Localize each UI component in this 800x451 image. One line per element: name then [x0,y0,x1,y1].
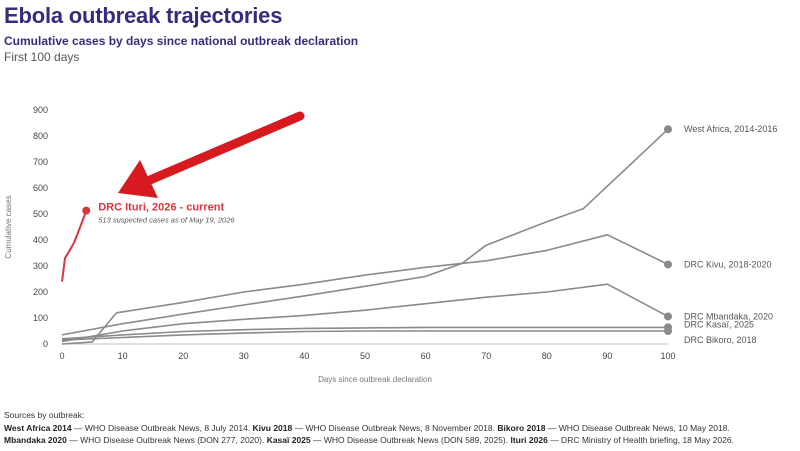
source-text: — WHO Disease Outbreak News, 8 July 2014… [73,422,251,433]
y-tick-label: 800 [33,131,48,141]
annotation-label: DRC Ituri, 2026 - current [98,202,224,214]
y-tick-label: 0 [43,339,48,349]
source-text: — WHO Disease Outbreak News, 10 May 2018… [547,422,730,433]
sources-label: Sources by outbreak: [4,410,85,420]
series-label: DRC Kivu, 2018-2020 [684,259,772,269]
series-label: DRC Mbandaka, 2020 [684,311,773,321]
x-tick-label: 70 [481,351,491,361]
sources-line-2: Mbandaka 2020 — WHO Disease Outbreak New… [4,434,796,447]
source-name: Mbandaka 2020 [4,435,67,445]
x-axis-title: Days since outbreak declaration [318,375,432,384]
line-chart: 0 100 200 300 400 500 600 700 800 900 0 10 20 30 40 50 6… [4,105,777,384]
source-name: Kivu 2018 [252,422,293,433]
sources-line-1: West Africa 2014 — WHO Disease Outbreak … [4,422,796,435]
series-endpoint [664,260,672,269]
series-endpoint [664,125,672,134]
arrow-head [118,160,158,198]
y-tick-label: 100 [33,313,48,323]
series-label: DRC Bikoro, 2018 [684,335,757,345]
source-name: Kasaï 2025 [266,435,311,445]
series-endpoint [664,327,672,335]
y-tick-label: 400 [33,235,48,245]
source-name: West Africa 2014 [4,422,72,433]
x-tick-label: 60 [421,351,431,361]
y-tick-label: 200 [33,287,48,297]
source-name: Ituri 2026 [510,435,548,445]
series-label: DRC Kasaï, 2025 [684,319,754,329]
y-tick-label: 500 [33,209,48,219]
series-endpoint [664,312,672,321]
y-tick-label: 600 [33,183,48,193]
source-text: — WHO Disease Outbreak News, 8 November … [294,422,495,433]
series-line [61,330,668,341]
x-tick-label: 10 [118,351,128,361]
chart-subtitle: Cumulative cases by days since national … [4,34,359,48]
source-text: — WHO Disease Outbreak News (DON 589, 20… [313,435,509,445]
y-tick-label: 300 [33,261,48,271]
chart-title: Ebola outbreak trajectories [4,3,283,28]
series-line [61,326,668,340]
series-line [61,234,669,345]
x-tick-label: 100 [660,351,675,361]
y-tick-label: 900 [33,105,48,115]
y-tick-label: 700 [33,157,48,167]
x-tick-label: 50 [360,351,370,361]
series-line-ituri [61,210,88,282]
source-text: — DRC Ministry of Health briefing, 18 Ma… [550,435,734,445]
series-endpoint-ituri [82,206,91,215]
annotation-text: 513 suspected cases as of May 19, 2026 [98,216,235,225]
x-tick-label: 0 [59,351,64,361]
series-line [61,283,669,343]
y-axis-title: Cumulative cases [4,195,13,258]
x-tick-label: 90 [602,351,612,361]
series-label: West Africa, 2014-2016 [684,124,777,134]
x-tick-label: 30 [239,351,249,361]
source-name: Bikoro 2018 [497,422,546,433]
chart-note: First 100 days [4,50,80,64]
series-line [61,128,669,336]
x-tick-label: 20 [178,351,188,361]
x-tick-label: 80 [542,351,552,361]
x-tick-label: 40 [299,351,309,361]
sources-block: Sources by outbreak: West Africa 2014 — … [4,409,796,447]
arrow-shaft [145,111,305,185]
source-text: — WHO Disease Outbreak News (DON 277, 20… [69,435,265,445]
